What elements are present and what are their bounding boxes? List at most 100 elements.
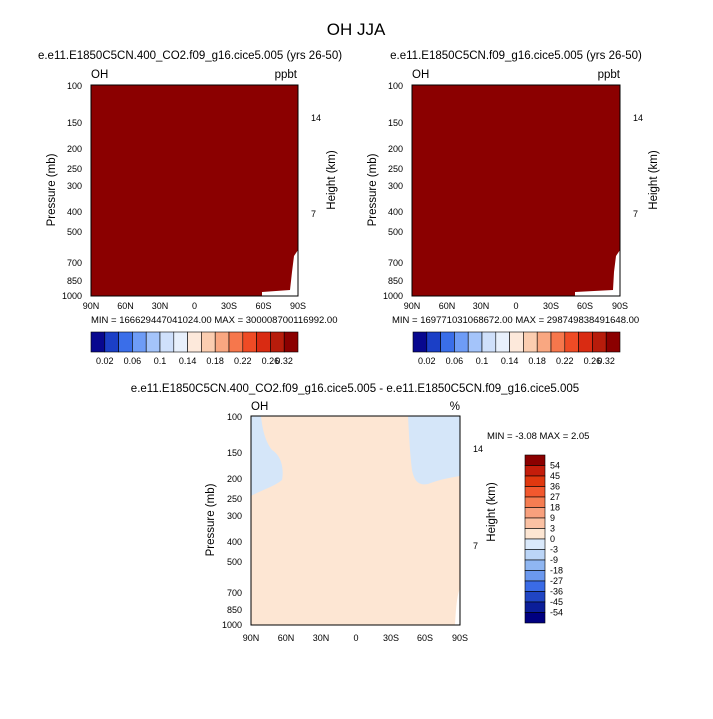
panel1-right-label: ppbt xyxy=(275,69,298,81)
panel2-missing-region xyxy=(575,250,620,296)
colorbar-swatch xyxy=(524,507,546,519)
colorbar-label: 27 xyxy=(550,492,560,502)
panel2-ytick: 1000 xyxy=(383,291,403,301)
panel2-ytick: 400 xyxy=(388,207,403,217)
colorbar-swatch xyxy=(524,475,546,487)
panel1-xtick: 60S xyxy=(255,301,271,311)
colorbar-label: 0.06 xyxy=(446,356,464,366)
diff-ytick: 300 xyxy=(227,511,242,521)
diff-ylabel-right: Height (km) xyxy=(486,482,498,542)
colorbar-swatch xyxy=(440,331,455,353)
diff-frame xyxy=(250,415,461,626)
colorbar-swatch xyxy=(201,331,216,353)
colorbar-label: 0.14 xyxy=(179,356,197,366)
colorbar-panel2: 0.02 0.06 0.1 0.14 0.18 0.22 0.260.32 xyxy=(412,331,621,366)
panel2-yticks: 100 150 200 250 300 400 500 700 850 1000… xyxy=(383,81,643,301)
colorbar-label: 3 xyxy=(550,524,555,534)
diff-ytick-right: 7 xyxy=(473,541,478,551)
panel2-xtick: 30S xyxy=(543,301,559,311)
colorbar-swatch xyxy=(524,601,546,613)
colorbar-swatch xyxy=(536,331,552,353)
colorbar-label: 9 xyxy=(550,513,555,523)
diff-xtick: 30N xyxy=(313,633,330,643)
diff-xtick: 30S xyxy=(383,633,399,643)
panel2-ytick: 700 xyxy=(388,258,403,268)
colorbar-label: 0.1 xyxy=(154,356,167,366)
diff-xtick: 60S xyxy=(417,633,433,643)
panel1-ytick: 1000 xyxy=(62,291,82,301)
panel2-xtick: 90S xyxy=(612,301,628,311)
panel2-ytick: 300 xyxy=(388,181,403,191)
panel2-xtick: 90N xyxy=(404,301,421,311)
panel1-ytick: 300 xyxy=(67,181,82,191)
colorbar-swatch xyxy=(524,580,546,592)
diff-ytick: 400 xyxy=(227,537,242,547)
colorbar-swatch xyxy=(90,331,106,353)
panel1-ylabel: Pressure (mb) xyxy=(46,153,58,226)
colorbar-swatch xyxy=(524,538,546,550)
panel2-title: e.e11.E1850C5CN.f09_g16.cice5.005 (yrs 2… xyxy=(390,50,642,62)
panel2-xticks: 90N 60N 30N 0 30S 60S 90S xyxy=(404,301,628,311)
diff-ylabel: Pressure (mb) xyxy=(205,483,217,556)
colorbar-swatch xyxy=(242,331,257,353)
figure-title: OH JJA xyxy=(327,20,386,39)
colorbar-swatch xyxy=(283,331,299,353)
colorbar-swatch xyxy=(524,517,546,529)
panel1-xtick: 90N xyxy=(83,301,100,311)
panel-control: e.e11.E1850C5CN.f09_g16.cice5.005 (yrs 2… xyxy=(367,50,660,326)
diff-ytick-right: 14 xyxy=(473,444,483,454)
colorbar-swatch xyxy=(550,331,566,353)
diff-negative-region-south xyxy=(408,416,460,485)
diff-yticks: 100 150 200 250 300 400 500 700 850 1000… xyxy=(222,412,483,630)
colorbar-swatch xyxy=(605,331,621,353)
colorbar-label: 0.06 xyxy=(124,356,142,366)
colorbar-swatch xyxy=(104,331,119,353)
panel2-ytick-right: 14 xyxy=(633,113,643,123)
panel1-ytick-right: 14 xyxy=(311,113,321,123)
colorbar-swatch xyxy=(524,570,546,582)
colorbar-label: -45 xyxy=(550,597,563,607)
colorbar-swatch xyxy=(524,549,546,561)
colorbar-label: 0.18 xyxy=(528,356,546,366)
colorbar-label: 0.22 xyxy=(234,356,252,366)
panel1-xtick: 90S xyxy=(290,301,306,311)
diff-ytick: 100 xyxy=(227,412,242,422)
colorbar-swatch xyxy=(454,331,469,353)
panel2-ylabel: Pressure (mb) xyxy=(367,153,379,226)
diff-ytick: 250 xyxy=(227,494,242,504)
colorbar-label: 0.26 xyxy=(262,356,280,366)
diff-xtick: 90N xyxy=(243,633,260,643)
colorbar-swatch xyxy=(214,331,230,353)
panel1-title: e.e11.E1850C5CN.400_CO2.f09_g16.cice5.00… xyxy=(38,50,342,62)
diff-negative-region-north xyxy=(251,416,283,496)
colorbar-swatch xyxy=(256,331,271,353)
colorbar-panel1: 0.02 0.06 0.1 0.14 0.18 0.22 0.260.32 xyxy=(90,331,299,366)
colorbar-swatch xyxy=(187,331,202,353)
colorbar-swatch xyxy=(118,331,133,353)
panel1-ytick-right: 7 xyxy=(311,209,316,219)
colorbar-label: -3 xyxy=(550,545,558,555)
colorbar-swatch xyxy=(509,331,524,353)
colorbar-label: 0.1 xyxy=(476,356,489,366)
panel1-missing-region xyxy=(262,250,298,296)
colorbar-swatch xyxy=(524,528,546,540)
colorbar-swatch xyxy=(578,331,593,353)
panel2-left-label: OH xyxy=(412,69,429,81)
colorbar-label: 0.02 xyxy=(96,356,114,366)
panel1-ylabel-right: Height (km) xyxy=(326,150,338,210)
panel1-minmax: MIN = 166629447041024.00 MAX = 300008700… xyxy=(91,315,338,326)
panel1-ytick: 150 xyxy=(67,118,82,128)
colorbar-label: 0 xyxy=(550,534,555,544)
colorbar-swatch xyxy=(412,331,428,353)
colorbar-swatch xyxy=(524,454,546,466)
panel1-ytick: 500 xyxy=(67,227,82,237)
panel2-ylabel-right: Height (km) xyxy=(648,150,660,210)
panel2-right-label: ppbt xyxy=(598,69,621,81)
panel1-ytick: 250 xyxy=(67,164,82,174)
diff-right-label: % xyxy=(450,401,460,413)
colorbar-label: 0.14 xyxy=(501,356,519,366)
panel1-xtick: 30N xyxy=(152,301,169,311)
panel2-ytick: 500 xyxy=(388,227,403,237)
panel2-ytick: 250 xyxy=(388,164,403,174)
